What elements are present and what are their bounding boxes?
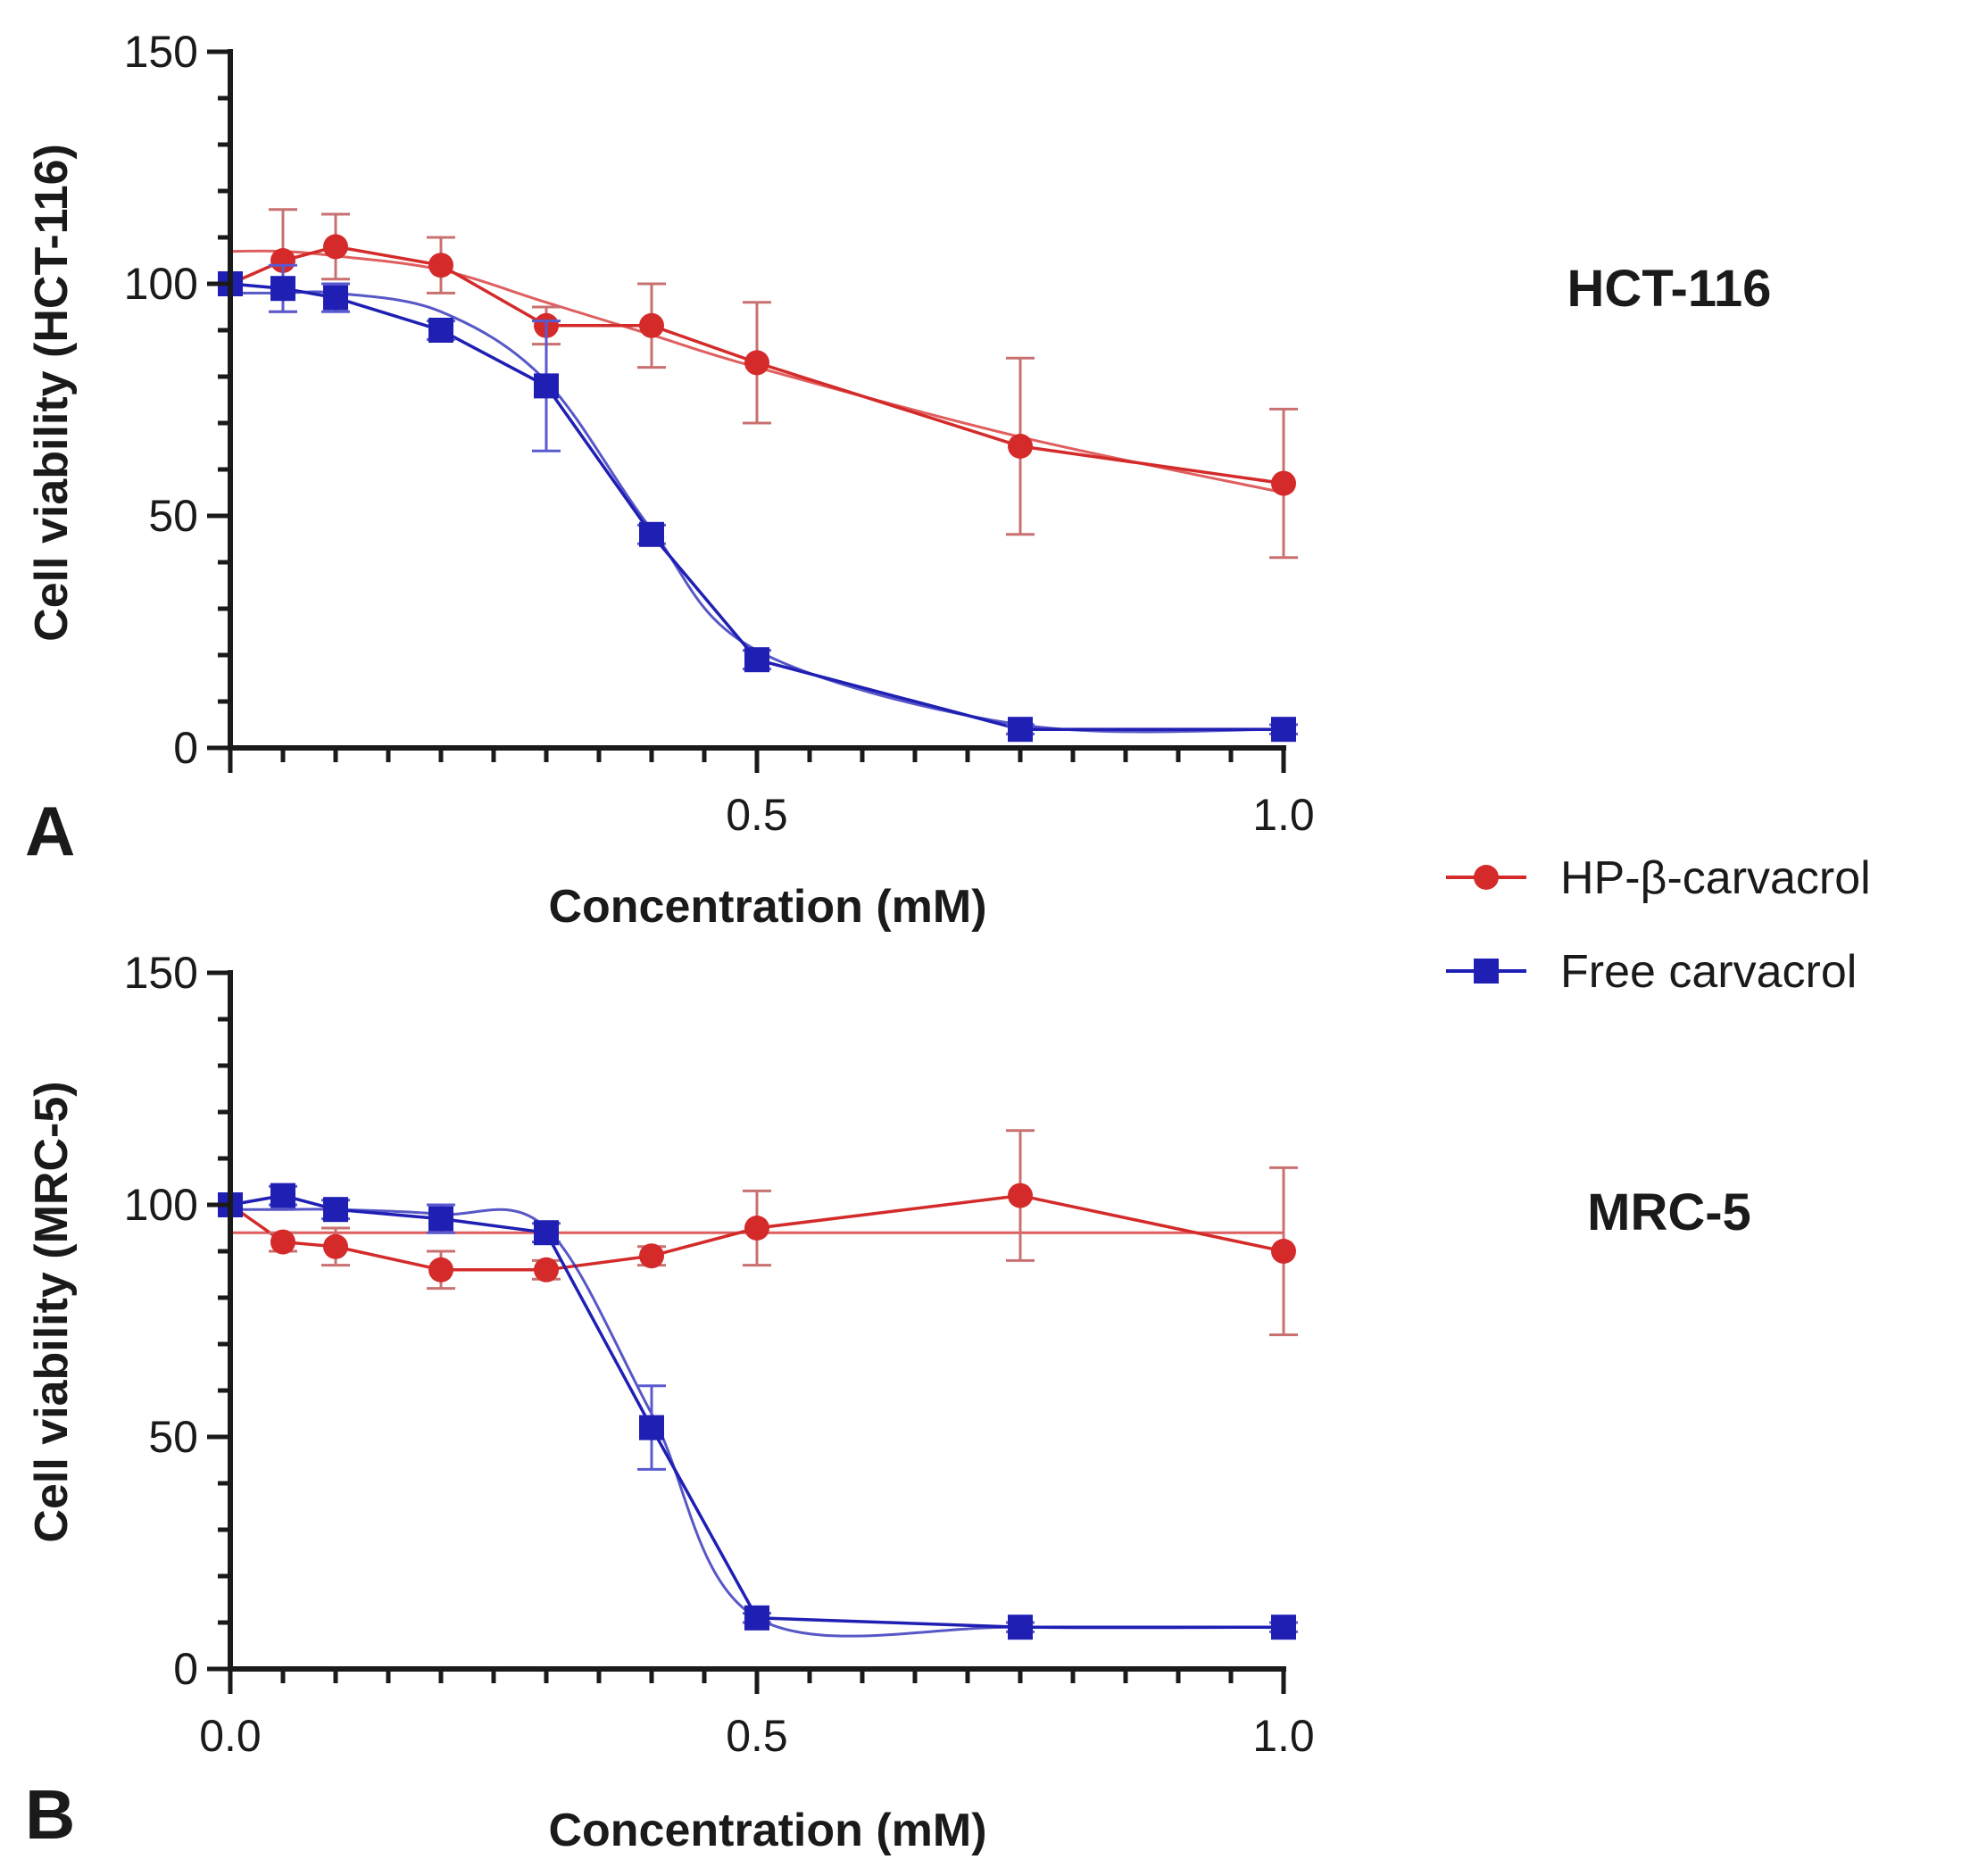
- data-point-hp-beta-carvacrol-a: [323, 234, 348, 260]
- panel-label-a: A: [25, 792, 75, 870]
- fit-curve-free-carvacrol-b: [230, 1208, 1284, 1638]
- series-hp-beta-carvacrol-a: [218, 208, 1298, 560]
- data-point-free-carvacrol-a: [1008, 717, 1033, 743]
- data-point-hp-beta-carvacrol-b: [639, 1243, 664, 1269]
- x-axis-title-a: Concentration (mM): [548, 881, 986, 933]
- x-tick-label-b: 0.5: [726, 1711, 788, 1761]
- x-tick-label-b: 1.0: [1252, 1711, 1315, 1761]
- legend-marker-hp-beta-carvacrol: [1474, 865, 1499, 890]
- legend: HP-β-carvacrol Free carvacrol: [1446, 852, 1871, 998]
- x-tick-label-b: 0.0: [199, 1711, 262, 1761]
- panel-b: 0 50 100 150 0.0 0.5 1.0 Concentration (mM) Ce…: [25, 948, 1751, 1856]
- data-point-hp-beta-carvacrol-a: [744, 350, 769, 376]
- x-axis-title-b: Concentration (mM): [548, 1805, 986, 1856]
- data-point-free-carvacrol-a: [1271, 717, 1296, 743]
- data-point-hp-beta-carvacrol-b: [270, 1229, 295, 1255]
- y-tick-label-b: 50: [148, 1412, 198, 1462]
- data-point-free-carvacrol-a: [270, 276, 295, 302]
- legend-marker-free-carvacrol: [1474, 959, 1499, 984]
- legend-item-hp-beta-carvacrol: HP-β-carvacrol: [1446, 852, 1871, 904]
- x-tick-label-a: 0.5: [726, 790, 788, 840]
- y-axis-title-a: Cell viability (HCT-116): [26, 144, 78, 642]
- data-point-hp-beta-carvacrol-b: [1008, 1183, 1033, 1208]
- y-tick-label-b: 100: [124, 1180, 198, 1230]
- y-tick-label-a: 0: [173, 723, 198, 773]
- data-point-hp-beta-carvacrol-a: [1271, 470, 1296, 496]
- data-point-hp-beta-carvacrol-b: [1271, 1239, 1296, 1264]
- data-point-hp-beta-carvacrol-a: [639, 312, 664, 338]
- axes-b: 0 50 100 150 0.0 0.5 1.0: [124, 948, 1315, 1761]
- data-point-free-carvacrol-b: [270, 1183, 295, 1208]
- data-point-free-carvacrol-b: [534, 1220, 559, 1246]
- y-tick-label-a: 50: [148, 491, 198, 541]
- panel-label-b: B: [25, 1775, 75, 1854]
- legend-label-free-carvacrol: Free carvacrol: [1560, 946, 1857, 998]
- data-point-free-carvacrol-b: [744, 1605, 769, 1631]
- data-point-free-carvacrol-b: [1271, 1615, 1296, 1640]
- legend-item-free-carvacrol: Free carvacrol: [1446, 946, 1857, 998]
- data-point-hp-beta-carvacrol-a: [428, 253, 453, 278]
- data-point-hp-beta-carvacrol-b: [744, 1216, 769, 1241]
- series-free-carvacrol-a: [218, 263, 1298, 743]
- y-tick-label-b: 0: [173, 1644, 198, 1694]
- data-point-free-carvacrol-a: [428, 318, 453, 343]
- y-axis-title-b: Cell viability (MRC-5): [26, 1081, 78, 1542]
- series-hp-beta-carvacrol-b: [218, 1129, 1298, 1337]
- data-point-free-carvacrol-a: [744, 647, 769, 673]
- data-point-free-carvacrol-a: [534, 373, 559, 399]
- data-point-free-carvacrol-b: [639, 1415, 664, 1440]
- panel-title-b: MRC-5: [1587, 1183, 1751, 1241]
- y-tick-label-a: 150: [124, 27, 198, 77]
- panel-a: 0 50 100 150 0.5 1.0 Concentration (mM) Cell …: [25, 27, 1771, 933]
- data-point-hp-beta-carvacrol-b: [323, 1233, 348, 1259]
- data-point-hp-beta-carvacrol-a: [270, 248, 295, 273]
- y-tick-label-b: 150: [124, 948, 198, 998]
- data-point-free-carvacrol-b: [428, 1206, 453, 1232]
- data-point-hp-beta-carvacrol-a: [1008, 434, 1033, 459]
- data-point-free-carvacrol-b: [1008, 1615, 1033, 1640]
- plot-area-a: [218, 208, 1298, 743]
- data-point-free-carvacrol-a: [323, 285, 348, 311]
- legend-label-hp-beta-carvacrol: HP-β-carvacrol: [1560, 852, 1871, 904]
- axes-a: 0 50 100 150 0.5 1.0: [124, 27, 1315, 840]
- x-tick-label-a: 1.0: [1252, 790, 1315, 840]
- data-point-free-carvacrol-b: [323, 1197, 348, 1223]
- plot-area-b: [218, 1129, 1298, 1640]
- data-point-free-carvacrol-a: [639, 521, 664, 547]
- data-point-hp-beta-carvacrol-b: [534, 1257, 559, 1282]
- data-point-hp-beta-carvacrol-b: [428, 1257, 453, 1282]
- panel-title-a: HCT-116: [1567, 260, 1772, 318]
- y-tick-label-a: 100: [124, 259, 198, 309]
